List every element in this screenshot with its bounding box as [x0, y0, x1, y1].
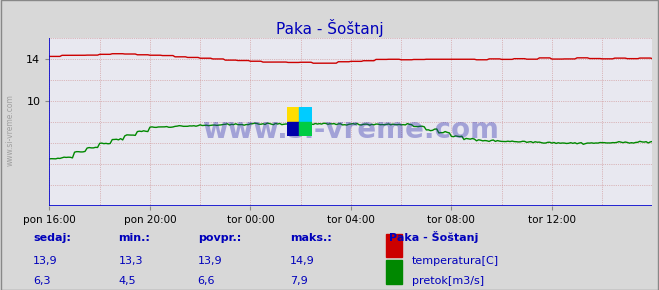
Bar [287, 122, 299, 136]
Text: povpr.:: povpr.: [198, 233, 241, 243]
Text: 14,9: 14,9 [290, 256, 315, 266]
Bar [386, 260, 402, 284]
Text: pretok[m3/s]: pretok[m3/s] [412, 276, 484, 286]
Text: 7,9: 7,9 [290, 276, 308, 286]
Text: 4,5: 4,5 [119, 276, 136, 286]
Text: 6,3: 6,3 [33, 276, 51, 286]
Text: temperatura[C]: temperatura[C] [412, 256, 499, 266]
Text: Paka - Šoštanj: Paka - Šoštanj [275, 19, 384, 37]
Text: 13,9: 13,9 [198, 256, 222, 266]
Bar [287, 107, 299, 122]
Text: Paka - Šoštanj: Paka - Šoštanj [389, 231, 478, 243]
Bar [299, 107, 312, 122]
Bar [386, 234, 402, 257]
Text: 6,6: 6,6 [198, 276, 215, 286]
Text: maks.:: maks.: [290, 233, 331, 243]
Text: sedaj:: sedaj: [33, 233, 71, 243]
Text: www.si-vreme.com: www.si-vreme.com [202, 116, 500, 144]
Text: 13,9: 13,9 [33, 256, 57, 266]
Text: 13,3: 13,3 [119, 256, 143, 266]
Text: min.:: min.: [119, 233, 150, 243]
Text: www.si-vreme.com: www.si-vreme.com [5, 95, 14, 166]
Bar [299, 122, 312, 136]
